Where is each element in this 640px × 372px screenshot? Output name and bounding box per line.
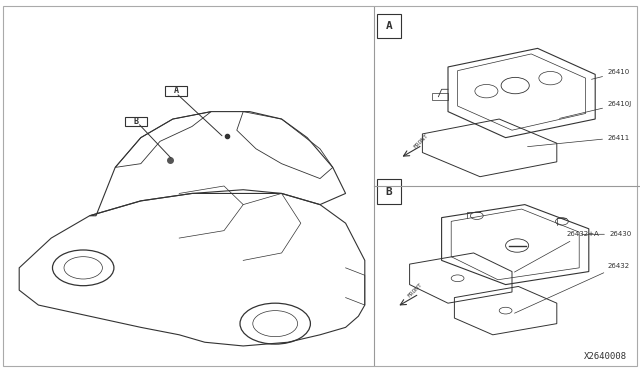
Text: 26432+A: 26432+A xyxy=(515,231,599,272)
FancyBboxPatch shape xyxy=(165,86,187,96)
Text: A: A xyxy=(386,21,392,31)
FancyBboxPatch shape xyxy=(377,179,401,204)
Text: 26432: 26432 xyxy=(515,263,630,313)
Text: A: A xyxy=(173,86,179,95)
Text: FRONT: FRONT xyxy=(406,282,423,299)
Text: 26410: 26410 xyxy=(591,70,630,79)
Text: B: B xyxy=(134,117,139,126)
Text: B: B xyxy=(386,187,392,196)
FancyBboxPatch shape xyxy=(125,117,147,126)
Text: X2640008: X2640008 xyxy=(584,352,627,361)
Bar xyxy=(432,93,448,100)
Text: 26430: 26430 xyxy=(582,231,632,237)
FancyBboxPatch shape xyxy=(377,14,401,38)
Text: 26411: 26411 xyxy=(527,135,630,147)
Text: 26410J: 26410J xyxy=(559,101,632,118)
Text: FRONT: FRONT xyxy=(413,133,429,150)
